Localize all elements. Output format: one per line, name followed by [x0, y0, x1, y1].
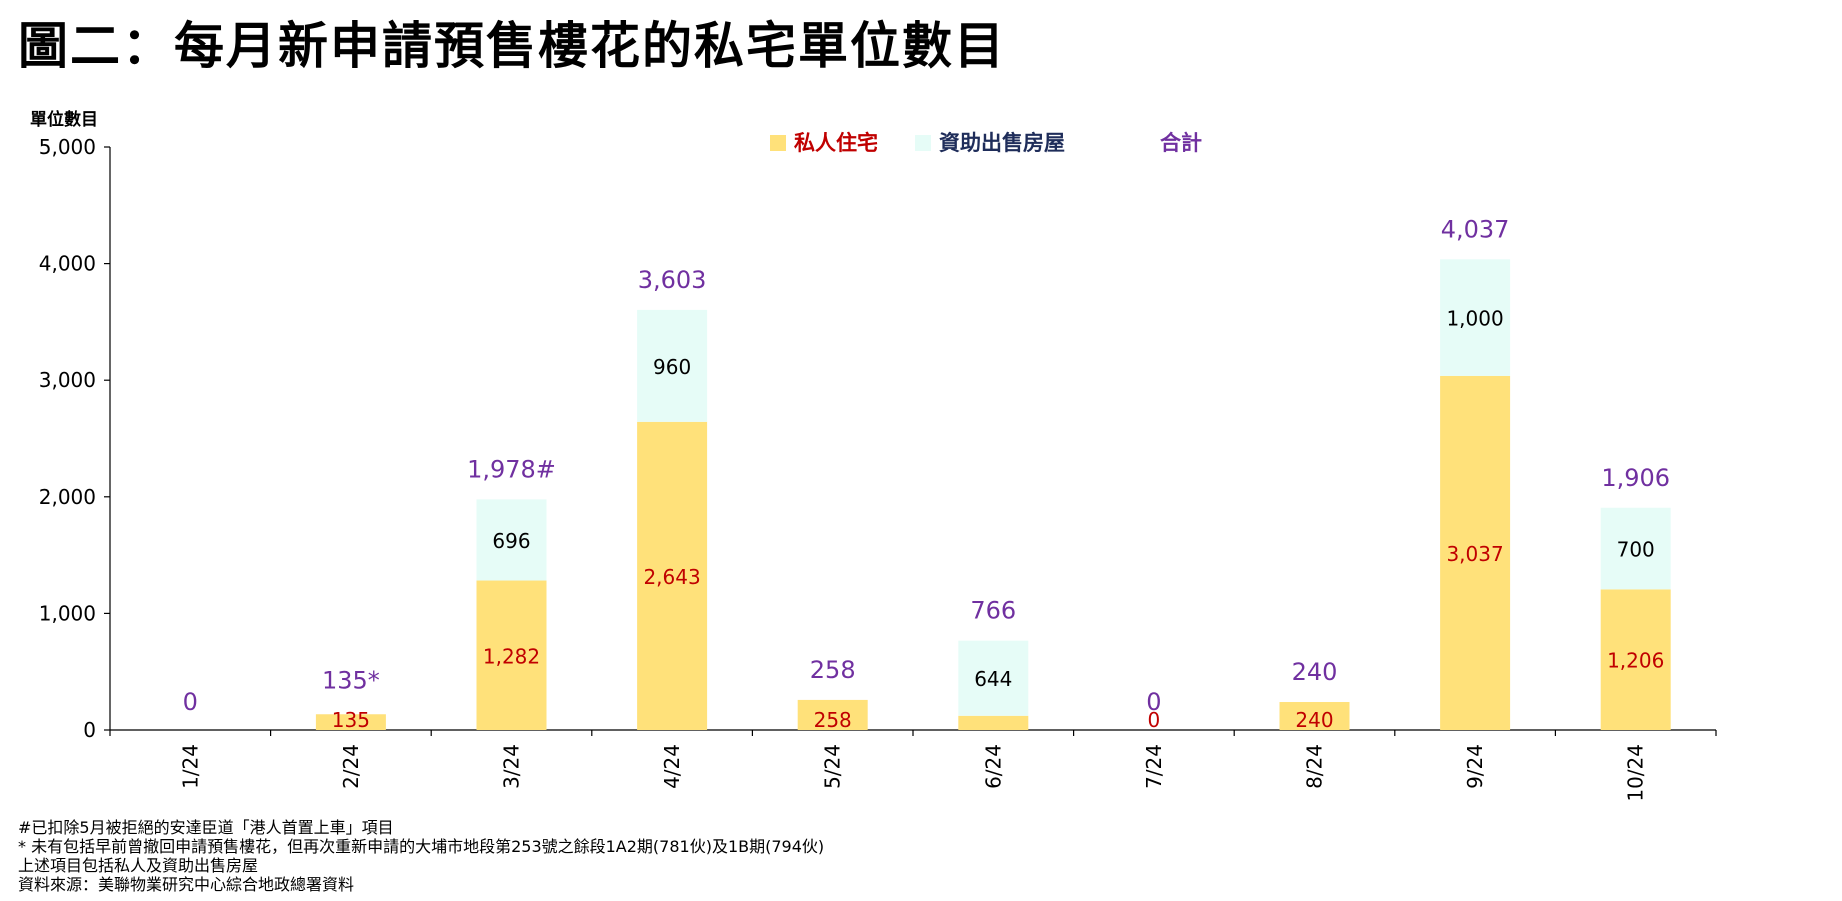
bar-subsidised-sale — [1440, 259, 1511, 376]
data-label-private: 3,037 — [1446, 542, 1503, 566]
bar-private-residential — [1440, 375, 1511, 730]
footnote-source: 資料來源：美聯物業研究中心綜合地政總署資料 — [18, 875, 355, 894]
bar-private-residential — [797, 699, 868, 730]
footnote-scope: 上述項目包括私人及資助出售房屋 — [18, 856, 259, 875]
y-tick-label: 4,000 — [39, 252, 96, 276]
bar-private-residential — [958, 715, 1029, 730]
y-tick-label: 2,000 — [39, 485, 96, 509]
bar-subsidised-sale — [476, 499, 547, 581]
bar-subsidised-sale — [958, 640, 1029, 716]
footnote-excluded: #已扣除5月被拒絕的安達臣道「港人首置上車」項目 — [18, 818, 394, 837]
data-label-private: 240 — [1295, 708, 1333, 732]
data-label-total: 3,603 — [638, 266, 707, 294]
x-tick-label: 1/24 — [178, 744, 202, 789]
data-label-subsidised: 1,000 — [1446, 307, 1503, 331]
legend-label-total: 合計 — [1160, 131, 1202, 155]
data-label-private: 258 — [814, 708, 852, 732]
y-tick-label: 5,000 — [39, 135, 96, 159]
data-label-total: 0 — [183, 688, 198, 716]
legend-swatch-private — [770, 135, 786, 151]
data-label-total: 1,978# — [467, 455, 556, 483]
bar-private-residential — [476, 580, 547, 730]
data-label-subsidised: 700 — [1617, 538, 1655, 562]
data-label-private: 0 — [1148, 708, 1161, 732]
data-label-total: 0 — [1146, 688, 1161, 716]
bar-subsidised-sale — [637, 309, 708, 422]
data-label-private: 1,206 — [1607, 649, 1664, 673]
data-label-total: 258 — [810, 656, 856, 684]
legend-swatch-subsidised — [915, 135, 931, 151]
x-tick-label: 6/24 — [981, 744, 1005, 789]
data-label-total: 1,906 — [1601, 464, 1670, 492]
bar-private-residential — [1600, 589, 1671, 730]
bar-private-residential — [1279, 702, 1350, 730]
y-tick-label: 1,000 — [39, 601, 96, 625]
x-tick-label: 9/24 — [1463, 744, 1487, 789]
legend-label-private: 私人住宅 — [794, 131, 878, 155]
x-tick-label: 2/24 — [339, 744, 363, 789]
x-tick-label: 3/24 — [500, 744, 524, 789]
x-tick-label: 5/24 — [821, 744, 845, 789]
page-title: 圖二：每月新申請預售樓花的私宅單位數目 — [18, 17, 1006, 75]
stacked-bar-chart: 0 1,000 2,000 3,000 4,000 5,000 單位數目 0 1/24 135 1… — [30, 109, 1717, 802]
footnotes: #已扣除5月被拒絕的安達臣道「港人首置上車」項目 * 未有包括早前曾撤回申請預售… — [18, 818, 824, 894]
data-label-private: 2,643 — [643, 565, 700, 589]
y-tick-label: 0 — [83, 718, 96, 742]
y-tick-label: 3,000 — [39, 368, 96, 392]
legend-label-subsidised: 資助出售房屋 — [939, 131, 1065, 155]
x-tick-label: 10/24 — [1624, 744, 1648, 802]
data-label-total: 135* — [322, 666, 380, 694]
x-tick-label: 4/24 — [660, 744, 684, 789]
data-label-total: 766 — [970, 597, 1016, 625]
data-label-subsidised: 960 — [653, 355, 691, 379]
x-tick-label: 8/24 — [1303, 744, 1327, 789]
data-label-total: 240 — [1292, 658, 1338, 686]
x-tick-label: 7/24 — [1142, 744, 1166, 789]
bar-private-residential — [315, 714, 386, 730]
data-label-subsidised: 696 — [492, 529, 530, 553]
y-axis-title: 單位數目 — [30, 109, 98, 130]
footnote-not-included: * 未有包括早前曾撤回申請預售樓花，但再次重新申請的大埔市地段第253號之餘段1… — [18, 837, 825, 856]
bar-subsidised-sale — [1600, 507, 1671, 590]
data-label-total: 4,037 — [1441, 215, 1510, 243]
bar-private-residential — [637, 421, 708, 730]
data-label-subsidised: 644 — [974, 667, 1012, 691]
data-label-private: 135 — [332, 708, 370, 732]
data-label-private: 1,282 — [483, 644, 540, 668]
